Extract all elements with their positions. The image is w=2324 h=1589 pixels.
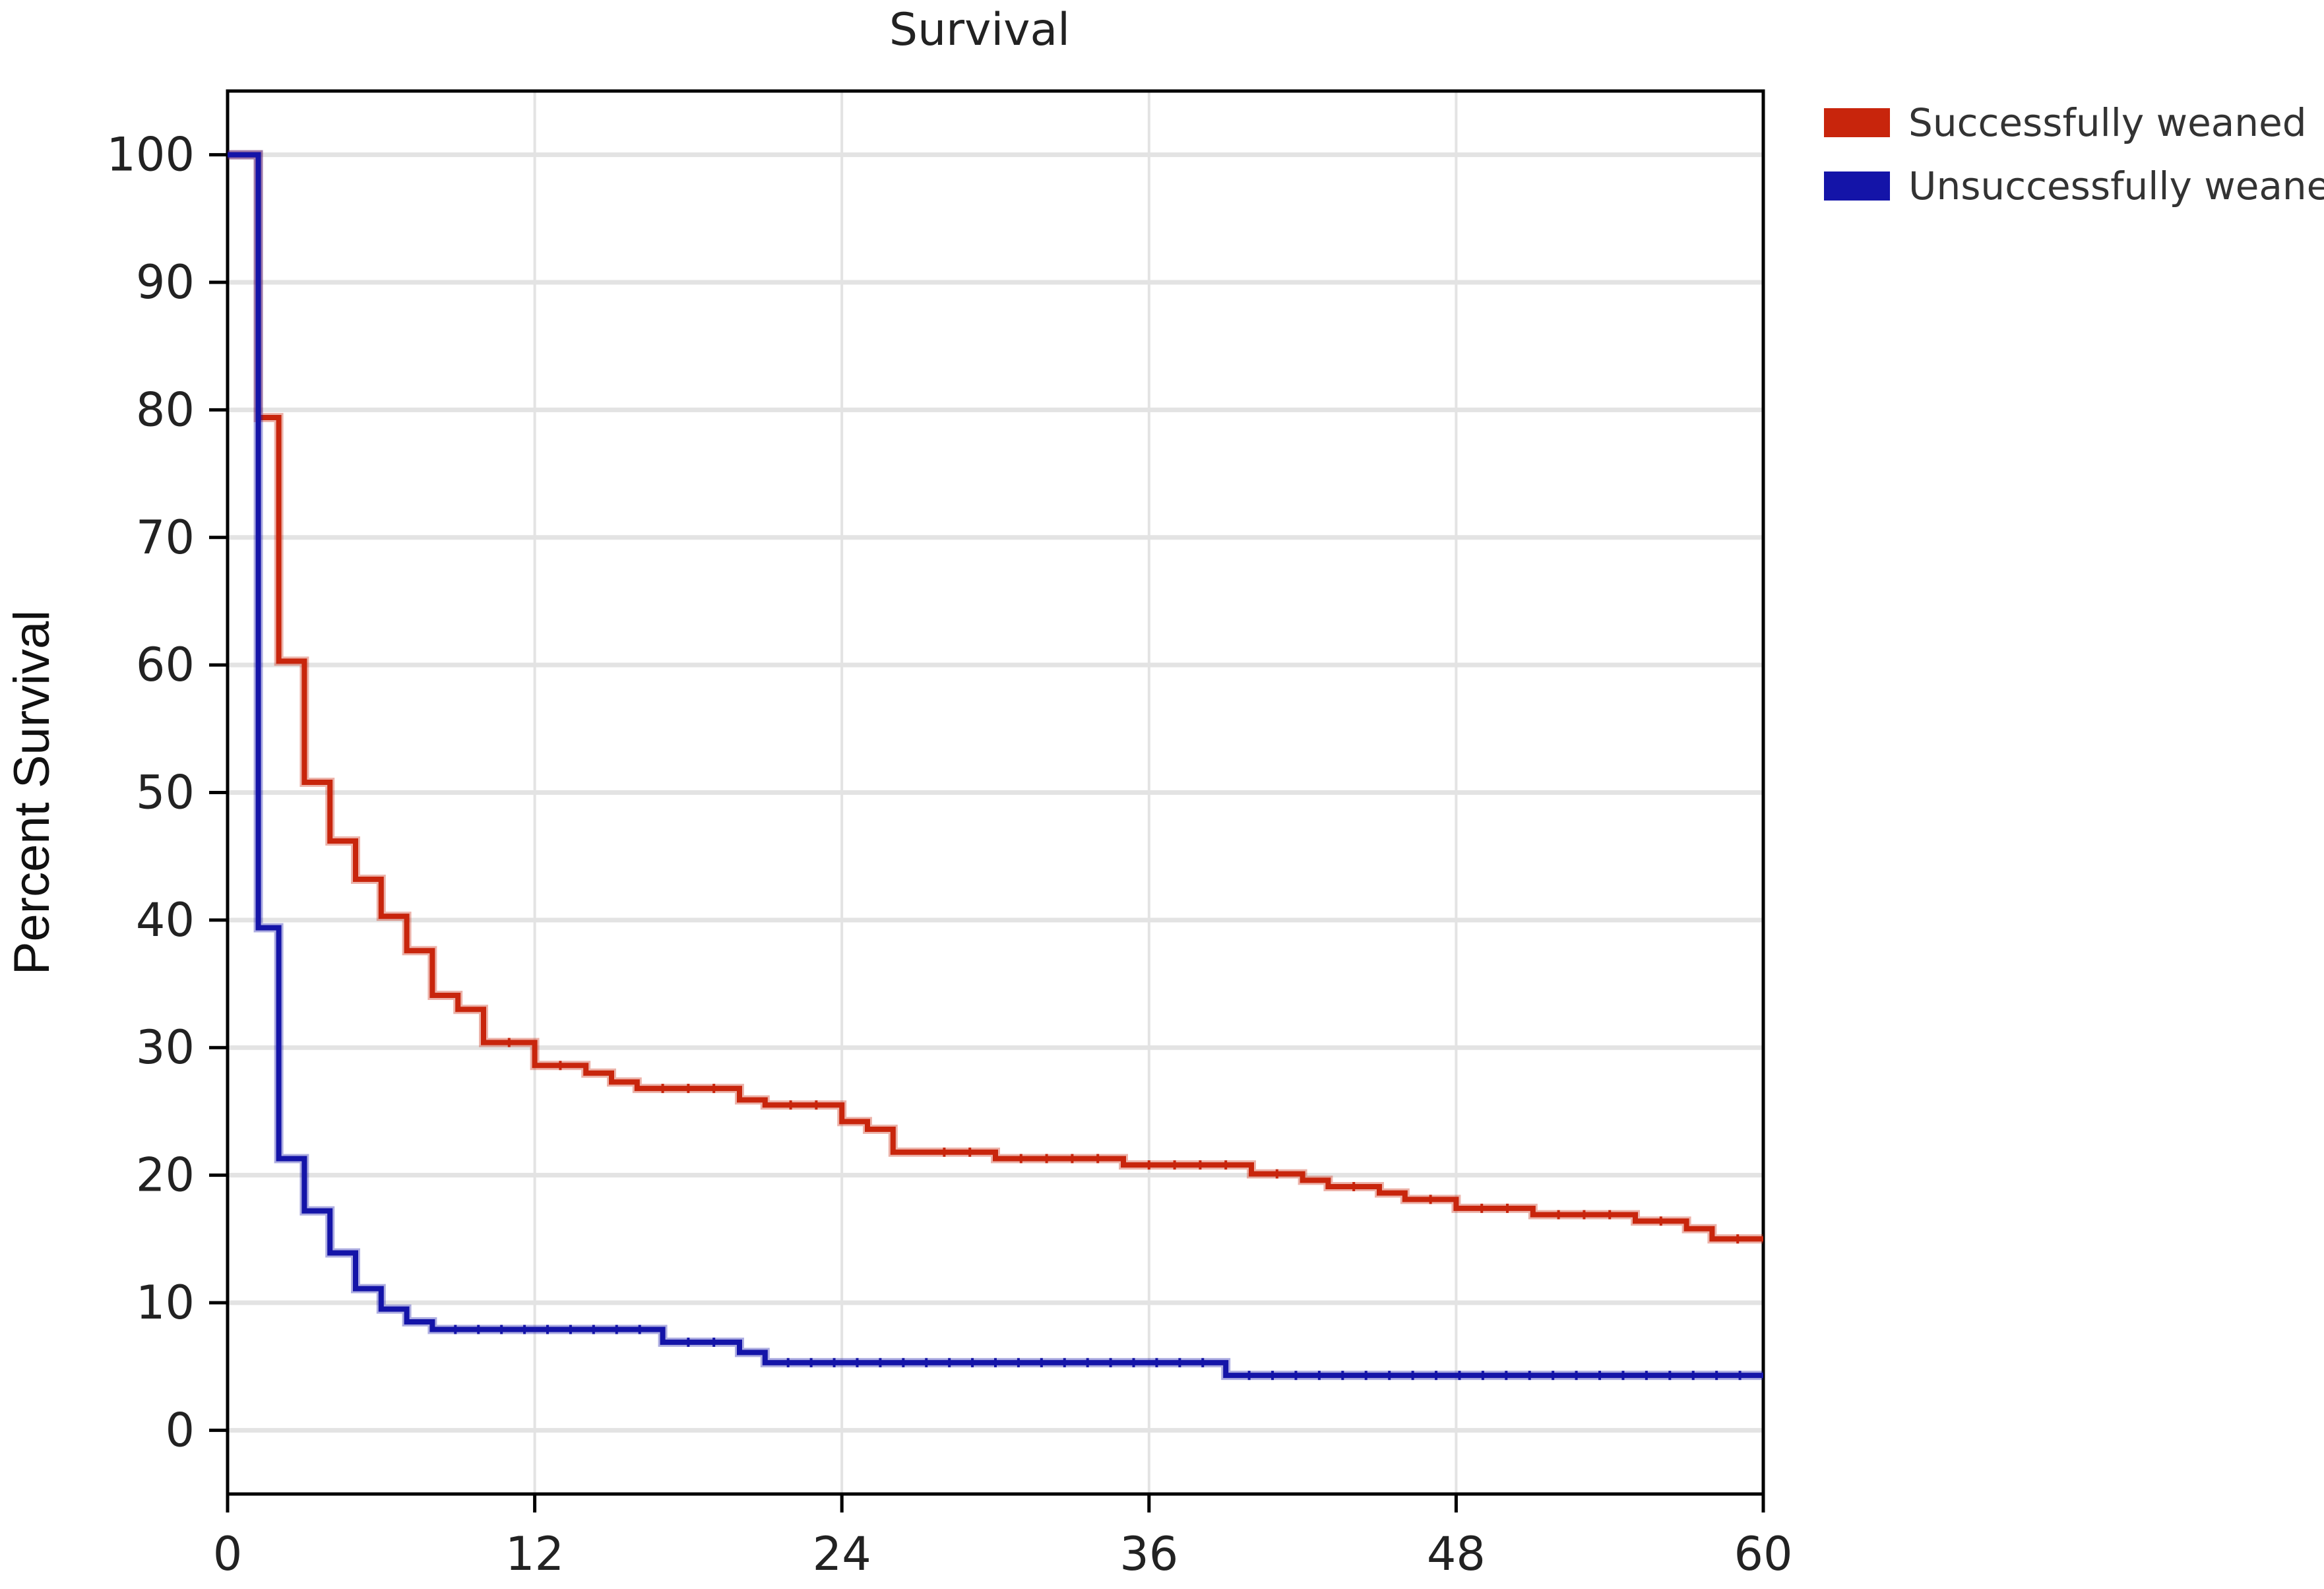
y-tick-label: 60: [136, 638, 195, 692]
legend-swatch: [1824, 108, 1890, 137]
y-tick-label: 100: [106, 128, 195, 182]
y-tick-label: 70: [136, 511, 195, 565]
gridlines: [228, 91, 1763, 1494]
legend-label: Unsuccessfully weaned: [1908, 164, 2324, 208]
y-tick-label: 80: [136, 383, 195, 437]
series-band: [228, 150, 1763, 1244]
successfully-weaned-curve: [228, 152, 1763, 1242]
y-tick-label: 0: [165, 1403, 195, 1457]
unsuccessfully-weaned-curve: [228, 152, 1763, 1379]
legend: Successfully weaned Unsuccessfully weaned: [1824, 100, 2324, 208]
y-tick-label: 40: [136, 893, 195, 947]
y-tick-label: 50: [136, 766, 195, 820]
x-tick-label: 60: [1734, 1527, 1792, 1581]
y-axis-label: Percent Survival: [4, 610, 60, 975]
y-axis-ticks: 0 10 20 30 40 50 60 70 80 90 100: [106, 128, 228, 1457]
series-group: [227, 150, 1764, 1381]
x-tick-label: 0: [213, 1527, 243, 1581]
y-tick-label: 90: [136, 255, 195, 309]
series-band: [228, 150, 1763, 1381]
y-tick-label: 20: [136, 1148, 195, 1202]
legend-swatch: [1824, 171, 1890, 201]
x-tick-label: 48: [1427, 1527, 1486, 1581]
x-tick-label: 12: [505, 1527, 564, 1581]
x-tick-label: 36: [1119, 1527, 1178, 1581]
legend-label: Successfully weaned: [1908, 100, 2307, 145]
x-axis-ticks: 0 12 24 36 48 60: [213, 1494, 1793, 1581]
y-tick-label: 30: [136, 1020, 195, 1075]
x-tick-label: 24: [813, 1527, 871, 1581]
chart-title: Survival: [889, 4, 1070, 56]
y-tick-label: 10: [136, 1276, 195, 1330]
